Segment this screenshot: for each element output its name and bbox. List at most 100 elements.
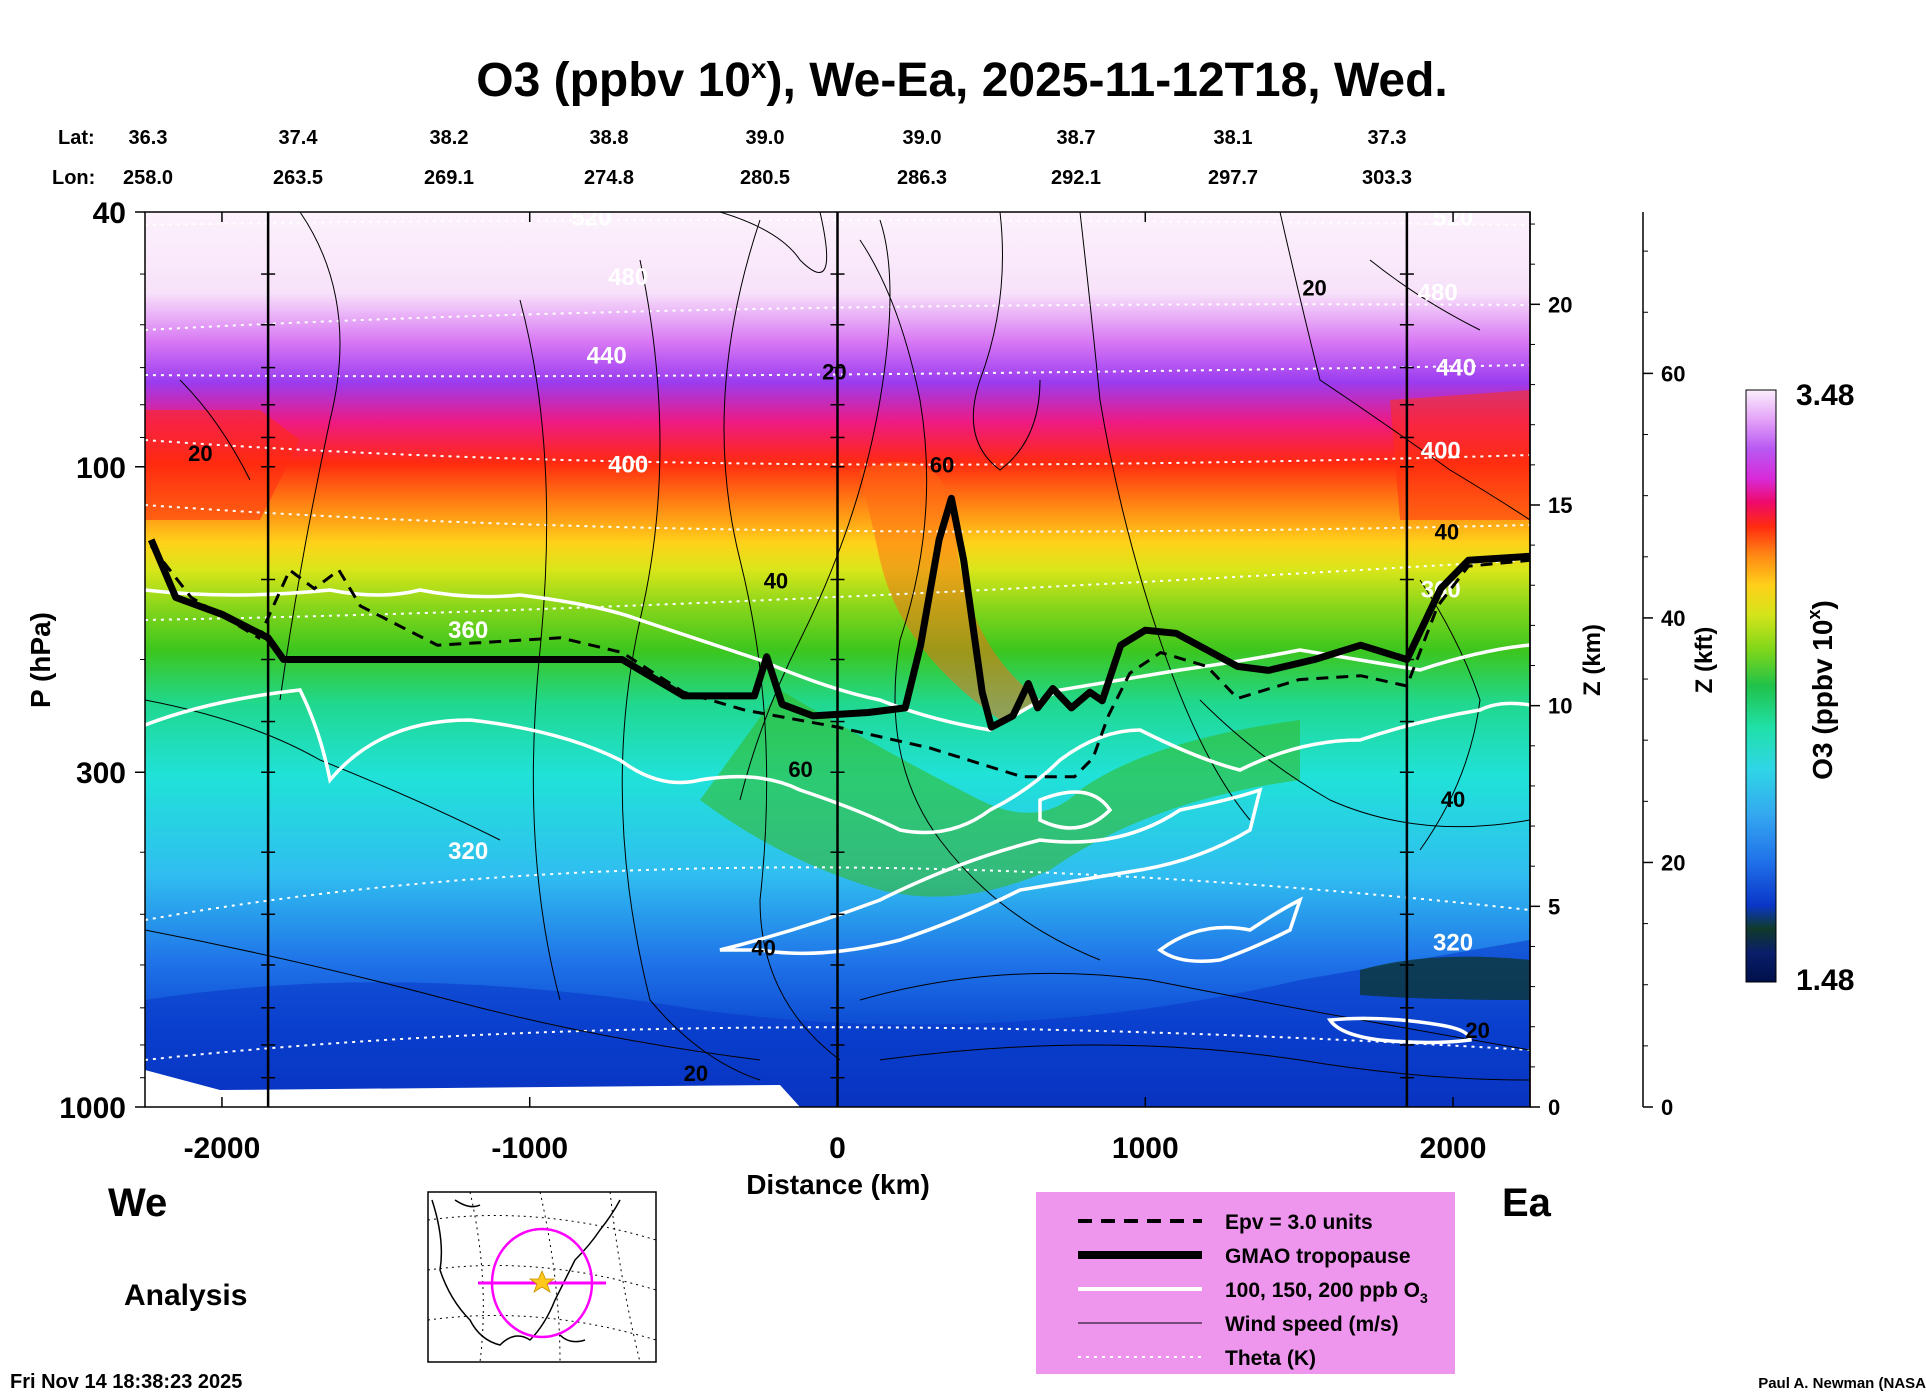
- o3-contour-100c: [1326, 1016, 1472, 1045]
- lon-value: 303.3: [1362, 167, 1412, 189]
- ozone-fold: [700, 690, 1300, 897]
- theta-label: 320: [448, 838, 488, 865]
- lat-value: 36.3: [129, 127, 168, 149]
- map-center-star-icon: [528, 1270, 556, 1293]
- wind-contour: [519, 299, 561, 1001]
- x-tick-label: -2000: [184, 1132, 261, 1165]
- wind-contour: [859, 972, 1530, 1051]
- z-kft-tick-label: 20: [1661, 850, 1685, 875]
- z-km-tick-label: 5: [1548, 894, 1560, 919]
- theta-line-360: [145, 559, 1530, 621]
- lon-value: 297.7: [1208, 167, 1258, 189]
- wind-contour: [879, 1044, 1530, 1081]
- title-superscript: x: [751, 53, 767, 84]
- wind-contour: [1279, 212, 1530, 521]
- x-tick-label: 2000: [1420, 1132, 1487, 1165]
- lon-value: 292.1: [1051, 167, 1101, 189]
- theta-label: 440: [587, 343, 627, 370]
- legend-label: Theta (K): [1225, 1347, 1316, 1370]
- legend: Epv = 3.0 units GMAO tropopause 100, 150, …: [1036, 1192, 1455, 1374]
- z-kft-axis-label: Z (kft): [1691, 627, 1718, 694]
- wind-speed-label: 40: [751, 936, 775, 961]
- wind-speed-label: 20: [684, 1061, 708, 1086]
- colorbar: 3.48 1.48 O3 (ppbv 10x): [1745, 379, 1854, 997]
- legend-label: GMAO tropopause: [1225, 1245, 1411, 1268]
- colorbar-max-label: 3.48: [1796, 379, 1854, 412]
- y-axis-label: P (hPa): [25, 612, 56, 708]
- locator-map: [427, 1191, 657, 1363]
- theta-line-320: [145, 866, 1530, 921]
- lat-lon-labels: 36.3 37.4 38.2 38.8 39.0 39.0 38.7 38.1 37.3 258.…: [123, 127, 1412, 189]
- wind-contour: [859, 239, 1101, 961]
- ozone-tongue: [860, 461, 1040, 720]
- wind-speed-label: 40: [1435, 520, 1459, 545]
- y-tick-label: 300: [76, 757, 126, 790]
- analysis-label: Analysis: [124, 1279, 247, 1312]
- lat-value: 38.8: [590, 127, 629, 149]
- lat-value: 39.0: [746, 127, 785, 149]
- o3-contour-100b: [1157, 896, 1303, 963]
- lat-value: 38.1: [1214, 127, 1253, 149]
- map-coastline: [431, 1199, 621, 1346]
- wind-contour: [719, 212, 828, 273]
- title-rest: ), We-Ea, 2025-11-12T18, Wed.: [767, 54, 1448, 107]
- wind-speed-label: 20: [822, 359, 846, 384]
- o3-contour-blob: [1038, 790, 1113, 830]
- theta-line-380: [145, 504, 1530, 533]
- z-km-tick-label: 20: [1548, 292, 1572, 317]
- wind-labels: 20 20 20 20 20 40 40 40 40 60 60: [188, 275, 1490, 1085]
- theta-label: 440: [1436, 354, 1476, 381]
- wind-speed-label: 20: [1302, 275, 1326, 300]
- z-kft-axis: 0 20 40 60: [1642, 212, 1685, 1120]
- legend-label: Epv = 3.0 units: [1225, 1211, 1373, 1234]
- theta-line-400: [145, 439, 1530, 466]
- theta-label: 400: [1421, 437, 1461, 464]
- o3-contour-200: [145, 588, 1530, 732]
- legend-label: 100, 150, 200 ppb O3: [1225, 1279, 1428, 1306]
- lat-value: 38.2: [430, 127, 469, 149]
- wind-contours: [145, 212, 1530, 1081]
- lon-value: 280.5: [740, 167, 790, 189]
- wind-contour: [621, 259, 761, 1081]
- y-tick-label: 40: [93, 197, 126, 230]
- z-km-axis-label: Z (km): [1579, 624, 1606, 696]
- map-lon-line: [469, 1191, 484, 1363]
- theta-label: 480: [608, 264, 648, 291]
- credit: Paul A. Newman (NASA: [1758, 1375, 1926, 1392]
- z-kft-tick-label: 40: [1661, 606, 1685, 631]
- lat-value: 37.3: [1368, 127, 1407, 149]
- colorbar-title: O3 (ppbv 10x): [1804, 600, 1838, 780]
- theta-line-480: [145, 303, 1530, 331]
- lon-value: 263.5: [273, 167, 323, 189]
- colorbar-title-end: ): [1807, 600, 1838, 609]
- o3-contour-100: [719, 787, 1263, 956]
- vertical-marker-lines: [261, 212, 1414, 1107]
- wind-contour: [145, 929, 761, 1061]
- z-km-tick-label: 0: [1548, 1095, 1560, 1120]
- lat-value: 39.0: [903, 127, 942, 149]
- timestamp: Fri Nov 14 18:38:23 2025: [10, 1371, 242, 1393]
- lon-row-label: Lon:: [52, 167, 95, 189]
- map-graticule: [427, 1191, 657, 1363]
- wind-contour: [1419, 579, 1481, 851]
- x-tick-label: 1000: [1112, 1132, 1179, 1165]
- ozone-field-detail: [145, 212, 1530, 1107]
- lon-value: 286.3: [897, 167, 947, 189]
- theta-line-300: [145, 1026, 1530, 1061]
- legend-items: Epv = 3.0 units GMAO tropopause 100, 150, …: [1078, 1211, 1428, 1370]
- theta-label: 480: [1418, 280, 1458, 307]
- lat-value: 38.7: [1057, 127, 1096, 149]
- wind-contour: [1369, 259, 1481, 331]
- colorbar-title-main: O3 (ppbv 10: [1807, 620, 1838, 780]
- colorbar-gradient: [1745, 389, 1777, 983]
- wind-contour: [179, 379, 251, 481]
- lat-row-label: Lat:: [58, 127, 95, 149]
- z-km-tick-label: 10: [1548, 694, 1572, 719]
- x-tick-label: 0: [829, 1132, 846, 1165]
- colorbar-min-label: 1.48: [1796, 964, 1854, 997]
- o3-contour-150: [145, 688, 1530, 835]
- epv-line: [150, 545, 1531, 779]
